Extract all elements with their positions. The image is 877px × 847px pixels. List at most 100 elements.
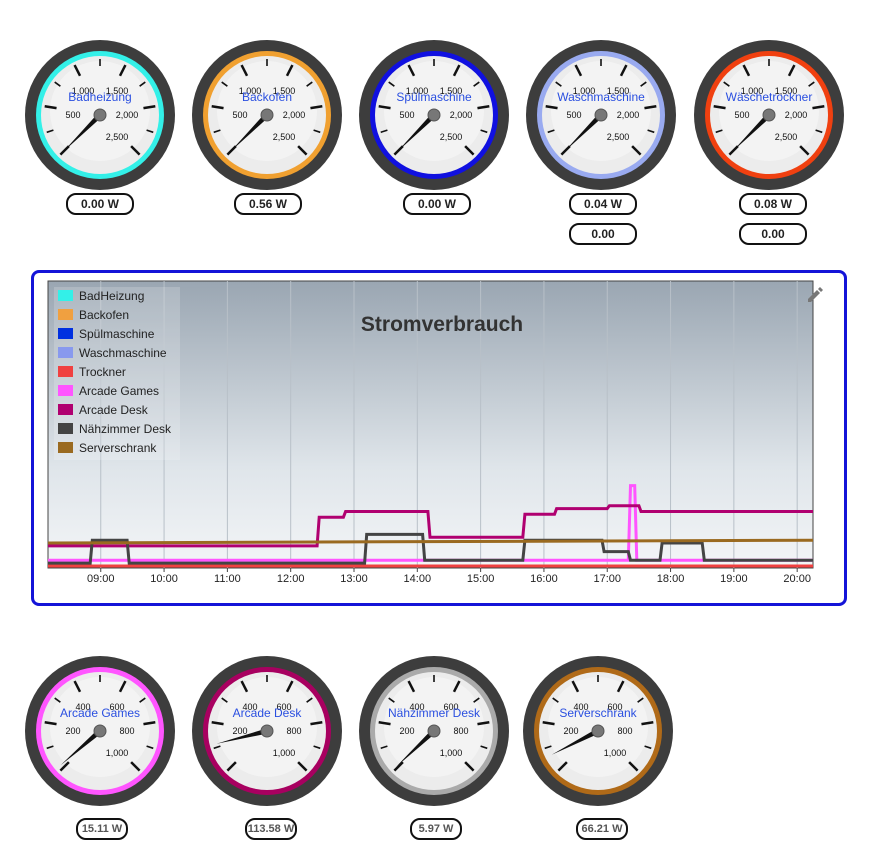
gauge-tick-label: 1,000 [106, 748, 129, 758]
gauge-needle [230, 113, 269, 152]
x-tick-label: 16:00 [530, 573, 558, 585]
gauge-tick-label: 600 [276, 702, 291, 712]
gauge-tick-label: 800 [617, 726, 632, 736]
gauge-needle [732, 113, 771, 152]
legend-entry[interactable]: Serverschrank [79, 441, 157, 455]
legend-box [54, 287, 180, 460]
series-line-serverschrank [47, 538, 814, 545]
x-tick-label: 14:00 [404, 573, 432, 585]
gauge-tick-label: 1,000 [741, 86, 764, 96]
gauge-tick-label: 1,000 [406, 86, 429, 96]
gauge-secondary-readout: 0.00 [739, 223, 807, 245]
gauge-tick-label: 200 [232, 726, 247, 736]
gauge-tick-label: 2,500 [607, 132, 630, 142]
legend-entry[interactable]: Backofen [79, 308, 129, 322]
legend-swatch [58, 366, 73, 377]
gauge-tick-label: 2,500 [440, 132, 463, 142]
series-lines [47, 484, 814, 568]
gauge-label: Arcade Games [60, 706, 140, 720]
gauge-tick-label: 200 [399, 726, 414, 736]
x-tick-label: 18:00 [657, 573, 685, 585]
gauge-backofen: 500 1,000 1,500 2,000 2,500 Backofen [191, 39, 343, 191]
gauge-needle [564, 113, 603, 152]
gauge-tick-label: 1,000 [573, 86, 596, 96]
gauge-tick-label: 500 [566, 110, 581, 120]
series-line-arcade-desk [48, 504, 813, 548]
power-chart: 09:00 10:00 11:00 12:00 13:00 14:00 15:00 16:00… [47, 280, 823, 585]
gauge-label: Wäschetrockner [726, 90, 813, 104]
x-tick-label: 10:00 [150, 573, 178, 585]
gauge-tick-label: 1,500 [775, 86, 798, 96]
legend-swatch [58, 442, 73, 453]
legend-swatch [58, 309, 73, 320]
chart-legend: BadHeizung Backofen Spülmaschine Waschmasch… [54, 287, 180, 460]
gauge-arcade-desk: 200 400 600 800 1,000 Arcade Desk [191, 655, 343, 807]
gauge-naehzimmer-desk: 200 400 600 800 1,000 Nähzimmer Desk [358, 655, 510, 807]
legend-entry[interactable]: Spülmaschine [79, 327, 155, 341]
gauge-label: Serverschrank [559, 706, 637, 720]
gauge-arcade-games: 200 400 600 800 1,000 Arcade Games [24, 655, 176, 807]
legend-entry[interactable]: Arcade Desk [79, 403, 149, 417]
gauge-tick-label: 600 [607, 702, 622, 712]
gauge-readout: 0.08 W [739, 193, 807, 215]
gauge-waeschetrockner: 500 1,000 1,500 2,000 2,500 Wäschetrockner [693, 39, 845, 191]
x-tick-label: 15:00 [467, 573, 495, 585]
legend-entry[interactable]: BadHeizung [79, 289, 144, 303]
legend-swatch [58, 385, 73, 396]
gauge-tick-label: 600 [109, 702, 124, 712]
gauge-readout: 0.00 W [403, 193, 471, 215]
gauge-label: Nähzimmer Desk [388, 706, 481, 720]
gauge-readout: 5.97 W [410, 818, 462, 840]
gauge-tick-label: 500 [65, 110, 80, 120]
gauge-tick-label: 400 [409, 702, 424, 712]
gauge-tick-label: 1,000 [72, 86, 95, 96]
legend-entry[interactable]: Nähzimmer Desk [79, 422, 172, 436]
legend-swatch [58, 328, 73, 339]
x-tick-label: 09:00 [87, 573, 115, 585]
gauge-tick-label: 1,000 [239, 86, 262, 96]
gauge-tick-label: 500 [734, 110, 749, 120]
x-tick-label: 17:00 [593, 573, 621, 585]
gauge-tick-label: 1,500 [440, 86, 463, 96]
gauge-tick-label: 800 [286, 726, 301, 736]
gauge-tick-label: 1,000 [440, 748, 463, 758]
gauge-waschmaschine: 500 1,000 1,500 2,000 2,500 Waschmaschine [525, 39, 677, 191]
gauge-tick-label: 500 [399, 110, 414, 120]
gauge-needle [60, 729, 102, 766]
gauge-tick-label: 200 [65, 726, 80, 736]
gauge-tick-label: 2,500 [775, 132, 798, 142]
gauge-label: Arcade Desk [233, 706, 303, 720]
gauge-label: Waschmaschine [557, 90, 645, 104]
gauge-readout: 0.04 W [569, 193, 637, 215]
x-tick-label: 12:00 [277, 573, 305, 585]
x-tick-label: 19:00 [720, 573, 748, 585]
gauge-tick-label: 400 [242, 702, 257, 712]
gauge-readout: 66.21 W [576, 818, 628, 840]
gauge-readout: 0.56 W [234, 193, 302, 215]
x-axis: 09:00 10:00 11:00 12:00 13:00 14:00 15:00 16:00… [87, 568, 811, 585]
gauge-tick-label: 600 [443, 702, 458, 712]
legend-entry[interactable]: Arcade Games [79, 384, 159, 398]
gauge-needle [397, 113, 436, 152]
gauge-tick-label: 2,500 [106, 132, 129, 142]
grid-lines [100, 281, 798, 568]
gauge-tick-label: 2,000 [450, 110, 473, 120]
legend-entry[interactable]: Trockner [79, 365, 126, 379]
gauge-tick-label: 1,000 [273, 748, 296, 758]
gauge-tick-label: 2,000 [785, 110, 808, 120]
gauge-label: Spülmaschine [396, 90, 472, 104]
gauge-tick-label: 2,000 [617, 110, 640, 120]
gauge-tick-label: 1,500 [106, 86, 129, 96]
gauge-tick-label: 500 [232, 110, 247, 120]
pencil-icon[interactable] [808, 287, 823, 302]
gauge-label: Backofen [242, 90, 292, 104]
gauge-tick-label: 1,500 [273, 86, 296, 96]
legend-swatch [58, 404, 73, 415]
gauge-badheizung: 500 1,000 1,500 2,000 2,500 Badheizung [24, 39, 176, 191]
chart-panel: 09:00 10:00 11:00 12:00 13:00 14:00 15:00 16:00… [31, 270, 847, 606]
gauge-spuelmaschine: 500 1,000 1,500 2,000 2,500 Spülmaschine [358, 39, 510, 191]
legend-entry[interactable]: Waschmaschine [79, 346, 167, 360]
gauge-readout: 15.11 W [76, 818, 128, 840]
gauge-needle [63, 113, 102, 152]
legend-swatch [58, 423, 73, 434]
